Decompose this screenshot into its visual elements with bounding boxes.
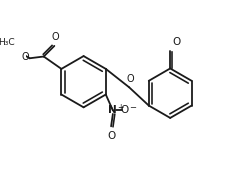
Text: O: O [21, 52, 29, 62]
Text: O: O [120, 105, 128, 115]
Text: O: O [51, 32, 59, 42]
Text: H₃C: H₃C [0, 38, 15, 47]
Text: N: N [108, 105, 117, 115]
Text: O: O [172, 37, 180, 47]
Text: O: O [126, 74, 134, 84]
Text: O: O [107, 131, 115, 141]
Text: +: + [117, 103, 123, 112]
Text: −: − [129, 103, 136, 112]
